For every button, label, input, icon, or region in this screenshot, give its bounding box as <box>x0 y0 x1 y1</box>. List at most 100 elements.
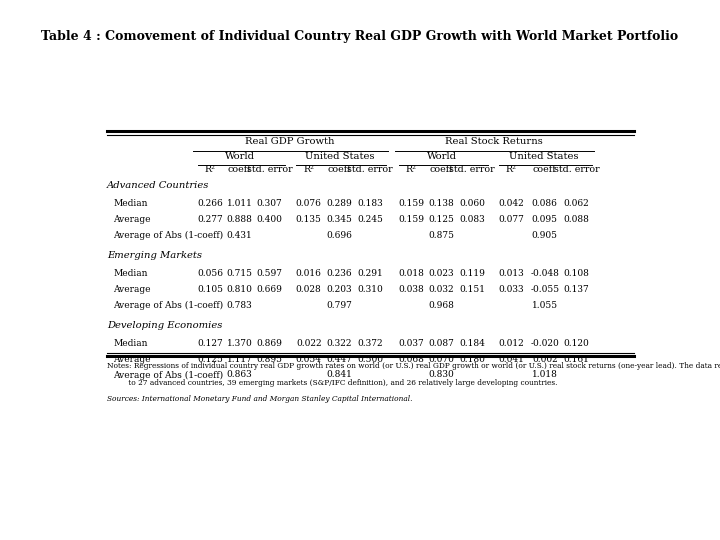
Text: to 27 advanced countries, 39 emerging markets (S&P/IFC definition), and 26 relat: to 27 advanced countries, 39 emerging ma… <box>107 379 557 387</box>
Text: United States: United States <box>509 152 579 161</box>
Text: 0.022: 0.022 <box>296 339 322 348</box>
Text: 0.028: 0.028 <box>296 285 322 294</box>
Text: R²: R² <box>506 165 517 174</box>
Text: Median: Median <box>114 199 148 208</box>
Text: 0.083: 0.083 <box>459 215 485 224</box>
Text: 0.183: 0.183 <box>357 199 383 208</box>
Text: 0.291: 0.291 <box>357 269 383 278</box>
Text: 0.041: 0.041 <box>498 355 524 363</box>
Text: 0.500: 0.500 <box>357 355 383 363</box>
Text: Notes: Regressions of individual country real GDP growth rates on world (or U.S.: Notes: Regressions of individual country… <box>107 362 720 370</box>
Text: 0.875: 0.875 <box>428 231 454 240</box>
Text: 1.011: 1.011 <box>227 199 253 208</box>
Text: 0.869: 0.869 <box>257 339 283 348</box>
Text: Average: Average <box>114 355 151 363</box>
Text: 0.023: 0.023 <box>428 269 454 278</box>
Text: 0.070: 0.070 <box>428 355 454 363</box>
Text: Sources: International Monetary Fund and Morgan Stanley Capital International.: Sources: International Monetary Fund and… <box>107 395 413 403</box>
Text: 0.888: 0.888 <box>227 215 253 224</box>
Text: 0.830: 0.830 <box>428 370 454 380</box>
Text: std. error: std. error <box>554 165 599 174</box>
Text: R²: R² <box>303 165 314 174</box>
Text: Emerging Markets: Emerging Markets <box>107 251 202 260</box>
Text: Median: Median <box>114 339 148 348</box>
Text: 0.905: 0.905 <box>532 231 558 240</box>
Text: 1.055: 1.055 <box>531 301 558 309</box>
Text: 1.117: 1.117 <box>227 355 253 363</box>
Text: 0.120: 0.120 <box>564 339 590 348</box>
Text: 0.018: 0.018 <box>398 269 424 278</box>
Text: Average of Abs (1-coeff): Average of Abs (1-coeff) <box>114 231 224 240</box>
Text: 0.159: 0.159 <box>398 215 424 224</box>
Text: std. error: std. error <box>449 165 495 174</box>
Text: 0.180: 0.180 <box>459 355 485 363</box>
Text: 0.266: 0.266 <box>197 199 223 208</box>
Text: 0.068: 0.068 <box>398 355 424 363</box>
Text: 0.400: 0.400 <box>257 215 283 224</box>
Text: 0.056: 0.056 <box>197 269 223 278</box>
Text: 0.863: 0.863 <box>227 370 253 380</box>
Text: -0.048: -0.048 <box>531 269 559 278</box>
Text: 0.087: 0.087 <box>428 339 454 348</box>
Text: 0.783: 0.783 <box>227 301 253 309</box>
Text: 0.002: 0.002 <box>532 355 558 363</box>
Text: 0.447: 0.447 <box>326 355 352 363</box>
Text: 0.125: 0.125 <box>428 215 454 224</box>
Text: 0.013: 0.013 <box>498 269 524 278</box>
Text: 0.060: 0.060 <box>459 199 485 208</box>
Text: 0.245: 0.245 <box>357 215 383 224</box>
Text: 0.016: 0.016 <box>296 269 322 278</box>
Text: Developing Economies: Developing Economies <box>107 321 222 329</box>
Text: 0.054: 0.054 <box>296 355 322 363</box>
Text: 0.077: 0.077 <box>498 215 524 224</box>
Text: Advanced Countries: Advanced Countries <box>107 181 209 190</box>
Text: 0.033: 0.033 <box>498 285 524 294</box>
Text: Table 4 : Comovement of Individual Country Real GDP Growth with World Market Por: Table 4 : Comovement of Individual Count… <box>42 30 678 43</box>
Text: 0.032: 0.032 <box>428 285 454 294</box>
Text: 0.372: 0.372 <box>357 339 383 348</box>
Text: 0.841: 0.841 <box>326 370 352 380</box>
Text: Median: Median <box>114 269 148 278</box>
Text: R²: R² <box>204 165 215 174</box>
Text: 0.038: 0.038 <box>399 285 424 294</box>
Text: 0.105: 0.105 <box>197 285 223 294</box>
Text: 0.086: 0.086 <box>532 199 558 208</box>
Text: coeff: coeff <box>430 165 454 174</box>
Text: Average of Abs (1-coeff): Average of Abs (1-coeff) <box>114 301 224 310</box>
Text: 0.797: 0.797 <box>326 301 352 309</box>
Text: 0.125: 0.125 <box>197 355 223 363</box>
Text: 0.088: 0.088 <box>564 215 590 224</box>
Text: coeff: coeff <box>228 165 251 174</box>
Text: 0.289: 0.289 <box>327 199 352 208</box>
Text: std. error: std. error <box>347 165 393 174</box>
Text: 0.119: 0.119 <box>459 269 485 278</box>
Text: std. error: std. error <box>247 165 292 174</box>
Text: 1.370: 1.370 <box>227 339 253 348</box>
Text: -0.020: -0.020 <box>531 339 559 348</box>
Text: 0.431: 0.431 <box>227 231 253 240</box>
Text: Average of Abs (1-coeff): Average of Abs (1-coeff) <box>114 370 224 380</box>
Text: 0.184: 0.184 <box>459 339 485 348</box>
Text: 0.203: 0.203 <box>327 285 352 294</box>
Text: coeff: coeff <box>328 165 351 174</box>
Text: 0.322: 0.322 <box>327 339 352 348</box>
Text: 0.108: 0.108 <box>564 269 590 278</box>
Text: 0.151: 0.151 <box>459 285 485 294</box>
Text: 0.597: 0.597 <box>256 269 283 278</box>
Text: 0.062: 0.062 <box>564 199 590 208</box>
Text: 0.076: 0.076 <box>296 199 322 208</box>
Text: 0.161: 0.161 <box>564 355 590 363</box>
Text: 0.012: 0.012 <box>498 339 524 348</box>
Text: 1.018: 1.018 <box>532 370 558 380</box>
Text: 0.715: 0.715 <box>227 269 253 278</box>
Text: R²: R² <box>406 165 417 174</box>
Text: 0.669: 0.669 <box>257 285 283 294</box>
Text: 0.127: 0.127 <box>197 339 223 348</box>
Text: 0.236: 0.236 <box>327 269 352 278</box>
Text: 0.810: 0.810 <box>227 285 253 294</box>
Text: World: World <box>427 152 456 161</box>
Text: Average: Average <box>114 215 151 224</box>
Text: Real Stock Returns: Real Stock Returns <box>445 137 543 146</box>
Text: 0.137: 0.137 <box>564 285 590 294</box>
Text: United States: United States <box>305 152 374 161</box>
